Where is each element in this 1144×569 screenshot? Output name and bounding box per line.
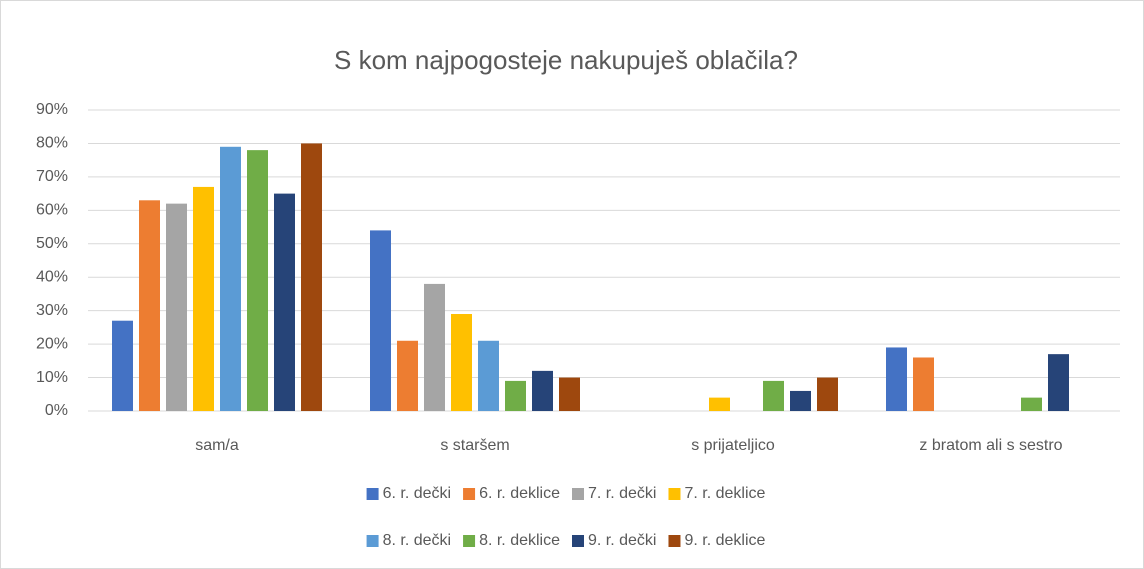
- bar: [397, 340, 418, 411]
- bar: [790, 390, 811, 411]
- legend-swatch: [668, 488, 681, 500]
- chart-title: S kom najpogosteje nakupuješ oblačila?: [334, 45, 798, 75]
- legend-swatch: [463, 488, 476, 500]
- bar: [1021, 397, 1042, 411]
- bar: [274, 193, 295, 411]
- legend-swatch: [463, 535, 476, 547]
- legend-label: 7. r. deklice: [684, 485, 765, 502]
- bar: [301, 143, 322, 411]
- bar: [532, 370, 553, 411]
- legend-label: 6. r. dečki: [383, 485, 451, 502]
- legend-swatch: [572, 488, 584, 500]
- legend-swatch: [572, 535, 584, 547]
- legend-label: 9. r. deklice: [684, 532, 765, 549]
- legend-label: 9. r. dečki: [588, 532, 656, 549]
- bar: [451, 314, 472, 411]
- y-tick-label: 80%: [36, 135, 68, 152]
- bar: [763, 380, 784, 411]
- y-tick-label: 30%: [36, 302, 68, 319]
- x-tick-label: s prijateljico: [691, 437, 775, 454]
- bar: [112, 320, 133, 411]
- y-tick-label: 50%: [36, 235, 68, 252]
- y-tick-label: 70%: [36, 168, 68, 185]
- legend-swatch: [366, 488, 379, 500]
- legend-swatch: [366, 535, 379, 547]
- bar: [505, 380, 526, 411]
- y-tick-label: 60%: [36, 202, 68, 219]
- y-tick-label: 90%: [36, 101, 68, 118]
- bar: [424, 283, 445, 411]
- bar: [709, 397, 730, 411]
- bar: [139, 200, 160, 411]
- bar: [1048, 354, 1069, 411]
- x-tick-label: z bratom ali s sestro: [919, 437, 1062, 454]
- bar: [166, 203, 187, 411]
- bar: [247, 150, 268, 411]
- bar: [220, 146, 241, 412]
- y-tick-label: 10%: [36, 369, 68, 386]
- bar: [370, 230, 391, 411]
- bar: [193, 186, 214, 411]
- legend-label: 8. r. deklice: [479, 532, 560, 549]
- bar: [559, 377, 580, 411]
- bar: [886, 347, 907, 411]
- y-tick-label: 0%: [45, 402, 68, 419]
- bar: [913, 357, 934, 411]
- x-tick-label: sam/a: [195, 437, 239, 454]
- y-tick-label: 20%: [36, 335, 68, 352]
- legend-label: 8. r. dečki: [383, 532, 451, 549]
- y-tick-label: 40%: [36, 268, 68, 285]
- bar: [817, 377, 838, 411]
- legend-label: 7. r. dečki: [588, 485, 656, 502]
- legend-swatch: [668, 535, 681, 547]
- bar: [478, 340, 499, 411]
- x-tick-label: s staršem: [440, 437, 509, 454]
- legend-label: 6. r. deklice: [479, 485, 560, 502]
